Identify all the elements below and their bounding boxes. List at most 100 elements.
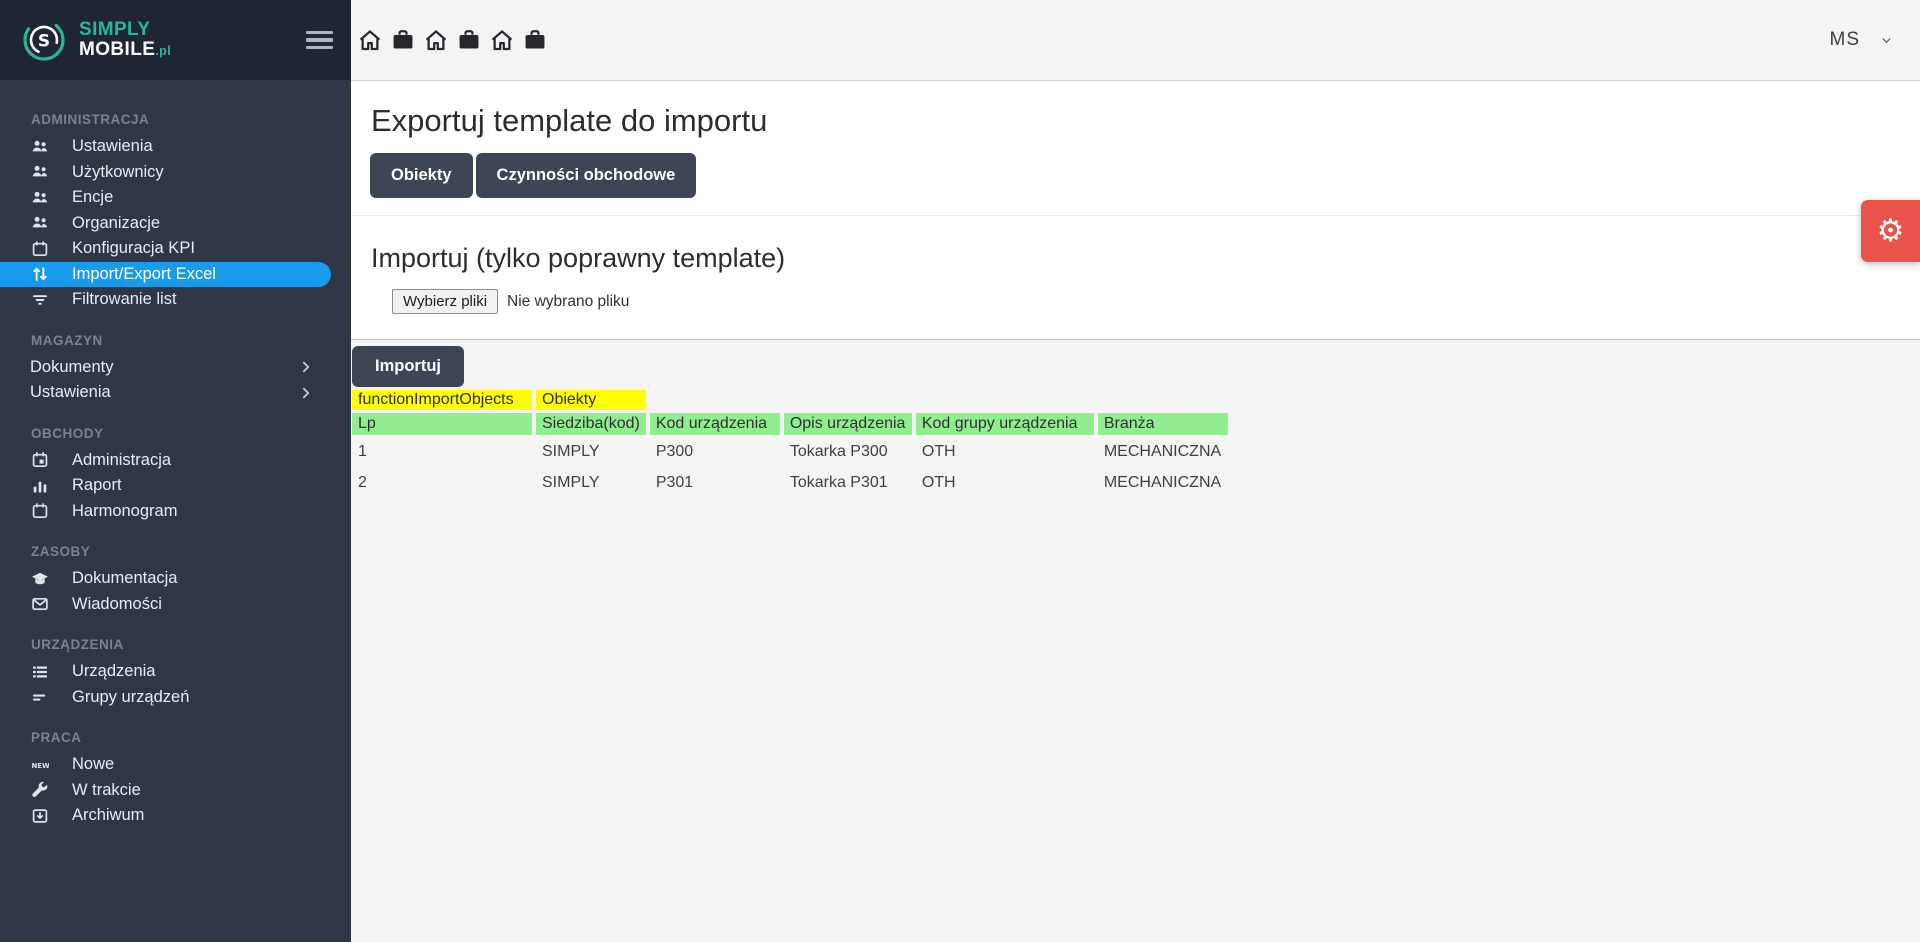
- breadcrumb-home-icon[interactable]: [490, 28, 514, 52]
- chevron-down-icon: [1879, 35, 1894, 46]
- sidebar-item-grupy-urzadzen[interactable]: Grupy urządzeń: [0, 685, 351, 711]
- logo-text: SIMPLY MOBILE.pl: [79, 20, 171, 59]
- new-badge-icon: NEW: [31, 756, 49, 774]
- sidebar-item-label: Ustawienia: [72, 137, 153, 156]
- sidebar-item-label: Dokumenty: [30, 357, 114, 376]
- table-row: 1 SIMPLY P300 Tokarka P300 OTH MECHANICZNA: [352, 438, 1228, 466]
- nav-section-praca: PRACA NEW Nowe W trakcie Archiwum: [0, 730, 351, 829]
- sidebar-item-harmonogram[interactable]: Harmonogram: [0, 499, 351, 525]
- sidebar-item-ustawienia[interactable]: Ustawienia: [0, 134, 351, 160]
- topbar: MS: [351, 0, 1920, 81]
- breadcrumb: [358, 28, 547, 52]
- column-header-siedziba-kod: Siedziba(kod): [536, 413, 646, 436]
- sidebar-item-encje[interactable]: Encje: [0, 185, 351, 211]
- sidebar-item-dokumenty[interactable]: Dokumenty: [0, 355, 351, 381]
- blank-cell: [784, 390, 912, 410]
- archive-icon: [31, 807, 49, 825]
- sidebar-item-archiwum[interactable]: Archiwum: [0, 803, 351, 829]
- table-cell: SIMPLY: [542, 474, 600, 492]
- import-preview-area: Importuj functionImportObjects Obiekty Lp S…: [351, 339, 1920, 942]
- chevron-right-icon: [299, 386, 313, 400]
- gear-icon: ⚙: [1876, 212, 1905, 249]
- svg-text:NEW: NEW: [31, 762, 49, 770]
- education-icon: [31, 570, 49, 588]
- chevron-right-icon: [299, 360, 313, 374]
- tab-obiekty[interactable]: Obiekty: [370, 152, 473, 199]
- nav-section-magazyn: MAGAZYN Dokumenty Ustawienia: [0, 333, 351, 406]
- sidebar-item-label: Administracja: [72, 450, 172, 469]
- nav-section-label: PRACA: [31, 730, 82, 745]
- sidebar-item-dokumentacja[interactable]: Dokumentacja: [0, 566, 351, 592]
- settings-gear-button[interactable]: ⚙: [1861, 200, 1920, 262]
- sidebar-item-label: Filtrowanie list: [72, 290, 177, 309]
- sidebar-item-wiadomosci[interactable]: Wiadomości: [0, 592, 351, 618]
- sidebar-item-label: W trakcie: [72, 780, 141, 799]
- sidebar-item-konfiguracja-kpi[interactable]: Konfiguracja KPI: [0, 236, 351, 262]
- svg-text:S: S: [38, 32, 50, 52]
- nav-section-administracja: ADMINISTRACJA Ustawienia Użytkownicy Encje O…: [0, 112, 351, 313]
- sidebar-item-label: Ustawienia: [30, 383, 111, 402]
- sidebar-item-nowe[interactable]: NEW Nowe: [0, 752, 351, 778]
- sidebar-item-label: Nowe: [72, 755, 115, 774]
- choose-file-button[interactable]: Wybierz pliki: [392, 289, 499, 315]
- logo[interactable]: S SIMPLY MOBILE.pl: [20, 16, 306, 64]
- logo-line1: SIMPLY: [79, 19, 151, 41]
- table-header-row: Lp Siedziba(kod) Kod urządzenia Opis urządz…: [352, 413, 1228, 436]
- calendar-icon: [31, 502, 49, 520]
- table-cell: SIMPLY: [542, 443, 600, 461]
- table-row: 2 SIMPLY P301 Tokarka P301 OTH MECHANICZNA: [352, 469, 1228, 497]
- calendar-icon: [31, 240, 49, 258]
- breadcrumb-briefcase-icon[interactable]: [457, 28, 481, 52]
- sidebar-item-label: Raport: [72, 476, 122, 495]
- sidebar-item-uzytkownicy[interactable]: Użytkownicy: [0, 160, 351, 186]
- file-input[interactable]: Wybierz pliki Nie wybrano pliku: [392, 289, 1920, 315]
- table-cell: 1: [358, 443, 367, 461]
- nav-section-label: ADMINISTRACJA: [31, 112, 150, 127]
- table-cell: Tokarka P300: [789, 443, 888, 461]
- nav-section-zasoby: ZASOBY Dokumentacja Wiadomości: [0, 544, 351, 617]
- sidebar-item-import-export-excel[interactable]: Import/Export Excel: [0, 261, 331, 287]
- list-icon: [31, 663, 49, 681]
- table-cell: Tokarka P301: [789, 474, 888, 492]
- user-initials: MS: [1829, 29, 1860, 50]
- sidebar-item-administracja[interactable]: Administracja: [0, 448, 351, 474]
- users-icon: [31, 189, 49, 207]
- sidebar-item-label: Archiwum: [72, 806, 145, 825]
- sidebar-item-urzadzenia[interactable]: Urządzenia: [0, 659, 351, 685]
- sidebar-item-organizacje[interactable]: Organizacje: [0, 211, 351, 237]
- column-header-kod-urzadzenia: Kod urządzenia: [649, 413, 780, 436]
- user-menu[interactable]: MS: [1830, 29, 1895, 51]
- sidebar-item-label: Dokumentacja: [72, 569, 178, 588]
- import-section-title: Importuj (tylko poprawny template): [371, 243, 786, 274]
- sidebar-item-label: Konfiguracja KPI: [72, 239, 195, 258]
- column-header-lp: Lp: [352, 413, 532, 436]
- sidebar-item-raport[interactable]: Raport: [0, 473, 351, 499]
- bar-chart-icon: [31, 477, 49, 495]
- file-status-text: Nie wybrano pliku: [507, 292, 630, 310]
- section-divider: [351, 215, 1920, 217]
- sidebar-item-w-trakcie[interactable]: W trakcie: [0, 778, 351, 804]
- logo-line2: MOBILE: [79, 39, 156, 60]
- sidebar-item-filtrowanie-list[interactable]: Filtrowanie list: [0, 287, 351, 313]
- tab-czynnosci-obchodowe[interactable]: Czynności obchodowe: [475, 152, 697, 199]
- breadcrumb-home-icon[interactable]: [424, 28, 448, 52]
- nav-section-urzadzenia: URZĄDZENIA Urządzenia Grupy urządzeń: [0, 637, 351, 710]
- import-button[interactable]: Importuj: [352, 346, 464, 388]
- export-panel: Exportuj template do importu Obiekty Czy…: [351, 81, 1920, 339]
- page-title: Exportuj template do importu: [371, 103, 768, 138]
- sidebar-item-label: Urządzenia: [72, 662, 156, 681]
- breadcrumb-home-icon[interactable]: [358, 28, 382, 52]
- hamburger-menu-icon[interactable]: [306, 23, 333, 57]
- breadcrumb-briefcase-icon[interactable]: [391, 28, 415, 52]
- table-cell: P300: [655, 443, 694, 461]
- table-cell: P301: [655, 474, 694, 492]
- sidebar-item-label: Wiadomości: [72, 594, 162, 613]
- breadcrumb-briefcase-icon[interactable]: [523, 28, 547, 52]
- blank-cell: [650, 390, 780, 410]
- users-icon: [31, 214, 49, 232]
- sidebar-item-label: Encje: [72, 188, 114, 207]
- sidebar-item-ustawienia[interactable]: Ustawienia: [0, 380, 351, 406]
- table-cell: OTH: [921, 474, 956, 492]
- table-cell: MECHANICZNA: [1103, 474, 1222, 492]
- sidebar-nav: ADMINISTRACJA Ustawienia Użytkownicy Encje O…: [0, 80, 351, 829]
